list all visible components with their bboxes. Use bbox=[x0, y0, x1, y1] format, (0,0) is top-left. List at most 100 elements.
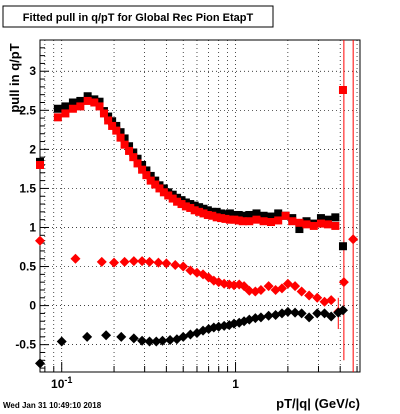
data-point-square bbox=[274, 209, 283, 218]
data-point-diamond bbox=[312, 308, 323, 319]
data-point-square bbox=[61, 109, 70, 118]
y-tick-label: 1.5 bbox=[19, 181, 36, 195]
data-point-diamond bbox=[304, 312, 315, 323]
data-point-square bbox=[323, 215, 332, 224]
data-point-diamond bbox=[151, 336, 162, 347]
data-point-square bbox=[245, 210, 254, 219]
data-point-square bbox=[295, 225, 304, 234]
data-point-square bbox=[151, 180, 160, 189]
data-point-diamond bbox=[326, 295, 337, 306]
y-axis-label: pull in q/pT bbox=[7, 43, 22, 112]
data-point-diamond bbox=[170, 259, 181, 270]
data-point-diamond bbox=[144, 336, 155, 347]
data-point-square bbox=[76, 96, 85, 105]
data-point-diamond bbox=[35, 358, 45, 369]
data-point-square bbox=[309, 221, 318, 230]
data-point-square bbox=[53, 113, 62, 122]
data-point-diamond bbox=[70, 253, 81, 264]
data-point-square bbox=[274, 216, 283, 225]
y-tick-label: 3 bbox=[29, 64, 36, 78]
data-point-square bbox=[281, 211, 290, 220]
data-point-square bbox=[133, 159, 142, 168]
data-point-diamond bbox=[128, 256, 139, 267]
data-point-diamond bbox=[116, 331, 127, 342]
data-point-square bbox=[112, 126, 121, 135]
data-point-square bbox=[90, 98, 99, 107]
data-point-square bbox=[252, 215, 261, 224]
data-point-diamond bbox=[119, 256, 130, 267]
data-point-square bbox=[125, 142, 134, 151]
data-point-diamond bbox=[255, 284, 266, 295]
data-point-square bbox=[68, 104, 77, 113]
data-point-square bbox=[199, 204, 208, 213]
data-point-square bbox=[68, 98, 77, 107]
data-point-square bbox=[338, 242, 347, 251]
data-point-diamond bbox=[296, 308, 307, 319]
data-point-diamond bbox=[282, 306, 293, 317]
data-point-square bbox=[83, 96, 92, 105]
data-point-diamond bbox=[276, 283, 287, 294]
data-point-square bbox=[259, 217, 268, 226]
data-point-square bbox=[195, 203, 204, 212]
data-point-square bbox=[225, 215, 234, 224]
data-point-square bbox=[142, 171, 151, 180]
data-point-diamond bbox=[263, 310, 274, 321]
data-point-diamond bbox=[165, 334, 176, 345]
data-point-square bbox=[95, 102, 104, 111]
data-point-diamond bbox=[296, 286, 307, 297]
data-point-diamond bbox=[101, 330, 112, 341]
data-point-square bbox=[116, 128, 125, 137]
data-point-square bbox=[259, 211, 268, 220]
y-tick-label: 1 bbox=[29, 220, 36, 234]
data-point-diamond bbox=[157, 335, 168, 346]
data-point-square bbox=[316, 219, 325, 228]
data-point-diamond bbox=[255, 312, 266, 323]
data-point-square bbox=[217, 214, 226, 223]
data-point-square bbox=[125, 146, 134, 155]
data-point-square bbox=[104, 116, 113, 125]
data-point-square bbox=[120, 140, 129, 149]
data-point-square bbox=[61, 102, 70, 111]
data-point-square bbox=[168, 194, 177, 203]
data-point-square bbox=[138, 165, 147, 174]
data-point-diamond bbox=[304, 290, 315, 301]
data-point-square bbox=[155, 184, 164, 193]
data-point-square bbox=[217, 209, 226, 218]
data-point-square bbox=[146, 176, 155, 185]
data-point-square bbox=[203, 206, 212, 215]
data-point-square bbox=[230, 215, 239, 224]
y-tick-label: -0.5 bbox=[15, 338, 36, 352]
data-point-square bbox=[288, 217, 297, 226]
data-point-square bbox=[177, 200, 186, 209]
title-frame bbox=[2, 5, 274, 28]
data-point-diamond bbox=[290, 307, 301, 318]
data-point-square bbox=[133, 154, 142, 163]
data-point-square bbox=[181, 202, 190, 211]
data-point-square bbox=[108, 121, 117, 130]
data-point-square bbox=[234, 216, 243, 225]
data-point-square bbox=[190, 206, 199, 215]
data-point-diamond bbox=[348, 234, 359, 245]
data-point-diamond bbox=[144, 256, 155, 267]
data-point-diamond bbox=[337, 305, 348, 316]
data-point-diamond bbox=[326, 311, 337, 322]
data-point-diamond bbox=[137, 256, 148, 267]
data-point-diamond bbox=[185, 329, 196, 340]
data-point-square bbox=[129, 148, 138, 157]
y-tick-label: 2.5 bbox=[19, 103, 36, 117]
data-point-square bbox=[316, 214, 325, 223]
data-point-square bbox=[267, 218, 276, 227]
data-point-square bbox=[203, 210, 212, 219]
data-point-square bbox=[230, 210, 239, 219]
data-point-square bbox=[138, 160, 147, 169]
data-point-diamond bbox=[312, 292, 323, 303]
data-point-square bbox=[338, 85, 347, 94]
x-tick-label: 1 bbox=[232, 377, 239, 391]
data-point-square bbox=[99, 109, 108, 118]
data-point-square bbox=[195, 207, 204, 216]
data-point-square bbox=[323, 220, 332, 229]
data-point-square bbox=[225, 209, 234, 218]
data-point-square bbox=[159, 188, 168, 197]
